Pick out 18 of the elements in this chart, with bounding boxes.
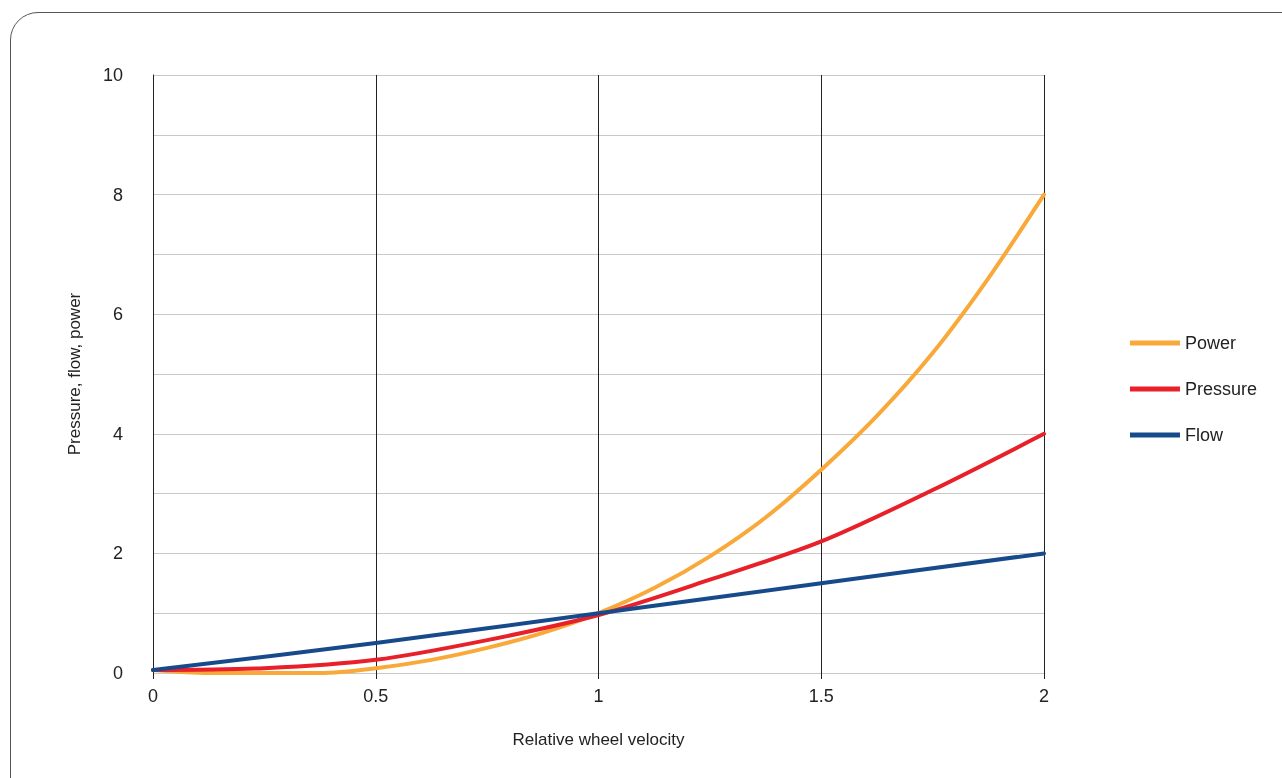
line-series <box>151 551 1046 673</box>
y-tick-label: 2 <box>112 543 123 564</box>
legend-label: Power <box>1184 333 1236 353</box>
x-tick-label: 1 <box>593 686 604 706</box>
y-tick-label: 10 <box>102 65 123 85</box>
line-series <box>151 431 1046 673</box>
legend-label: Flow <box>1184 425 1224 445</box>
x-axis-title: Relative wheel velocity <box>512 730 685 749</box>
legend-label: Pressure <box>1184 379 1257 399</box>
x-tick-label: 0 <box>147 686 159 706</box>
y-tick-label: 6 <box>112 304 123 325</box>
y-tick-label: 0 <box>112 663 123 683</box>
y-tick-label: 4 <box>112 423 123 444</box>
y-tick-label: 8 <box>112 184 123 205</box>
x-tick-label: 1.5 <box>808 686 834 706</box>
x-tick-label: 0.5 <box>363 686 389 706</box>
x-tick-label: 2 <box>1038 686 1050 706</box>
y-axis-title: Pressure, flow, power <box>65 292 84 456</box>
